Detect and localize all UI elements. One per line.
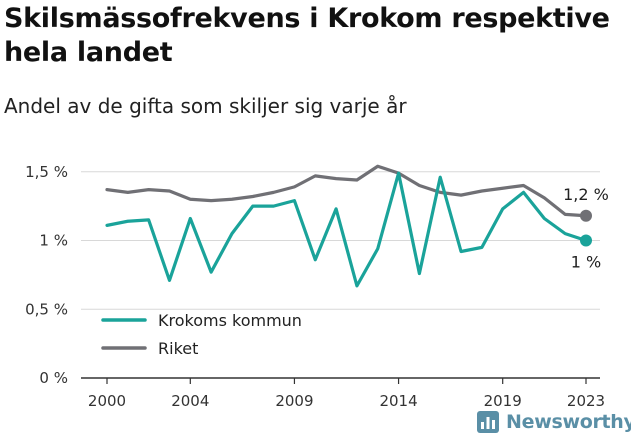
y-axis-ticks: 0 % 0,5 % 1 % 1,5 % xyxy=(25,163,68,387)
series-line-krokom xyxy=(105,171,588,288)
series-lines xyxy=(105,164,592,288)
brand-name: Newsworthy xyxy=(506,411,631,433)
end-value-label: 1 % xyxy=(571,253,601,272)
y-tick-label: 0 % xyxy=(39,369,68,387)
end-labels: 1,2 % 1 % xyxy=(563,185,609,272)
y-tick-label: 1,5 % xyxy=(25,163,68,181)
x-tick-label: 2009 xyxy=(275,392,313,410)
x-tick-label: 2014 xyxy=(379,392,417,410)
legend-label: Krokoms kommun xyxy=(158,311,302,330)
legend-label: Riket xyxy=(158,339,198,358)
y-tick-label: 1 % xyxy=(39,232,68,250)
x-tick-label: 2000 xyxy=(88,392,126,410)
chart-title: Skilsmässofrekvens i Krokom respektive h… xyxy=(4,3,610,68)
end-value-label: 1,2 % xyxy=(563,185,609,204)
bar-chart-icon xyxy=(477,411,499,433)
x-tick-label: 2023 xyxy=(567,392,605,410)
end-point xyxy=(580,209,592,222)
series-line-riket xyxy=(105,164,588,218)
x-tick-label: 2004 xyxy=(171,392,209,410)
end-point xyxy=(580,234,592,247)
newsworthy-logo: Newsworthy xyxy=(476,408,631,436)
x-axis-ticks: 2000 2004 2009 2014 2019 2023 xyxy=(88,378,605,410)
y-tick-label: 0,5 % xyxy=(25,300,68,318)
x-tick-label: 2019 xyxy=(484,392,522,410)
grid-lines xyxy=(81,171,600,379)
legend: Krokoms kommun Riket xyxy=(101,311,302,358)
chart-subtitle: Andel av de gifta som skiljer sig varje … xyxy=(4,94,407,118)
